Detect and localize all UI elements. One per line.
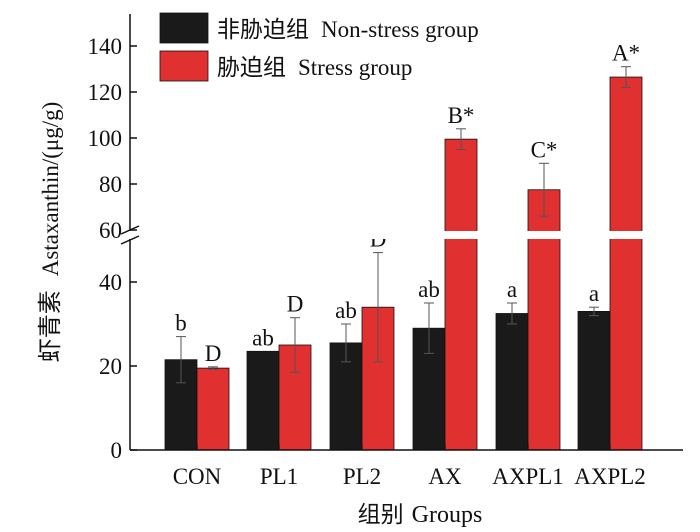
bar-stress-ax <box>444 138 478 451</box>
legend-label-stress: 胁迫组 Stress group <box>217 55 412 81</box>
y-tick-label-20: 20 <box>99 354 122 379</box>
sig-label-non-stress-axpl2: a <box>589 281 599 306</box>
sig-label-non-stress-con: b <box>175 311 187 336</box>
error-bar-non-stress-ax <box>424 302 434 354</box>
bar-non-stress-axpl2 <box>577 310 611 451</box>
y-tick-label-140: 140 <box>88 34 123 59</box>
y-tick-label-40: 40 <box>99 270 122 295</box>
error-bar-non-stress-pl2 <box>341 323 351 363</box>
bar-stress-axpl2 <box>609 76 643 451</box>
legend-swatch-non-stress <box>159 12 209 44</box>
y-tick-label-60: 60 <box>99 218 122 243</box>
significance-labels-layer: b ab ab ab a a D D D B* C* A* <box>175 41 640 366</box>
bar-non-stress-pl1 <box>246 350 280 451</box>
sig-label-stress-pl1: D <box>287 292 304 317</box>
sig-label-stress-axpl1: C* <box>531 137 558 162</box>
error-bar-stress-axpl2 <box>621 66 631 88</box>
sig-label-stress-con: D <box>205 341 222 366</box>
error-bar-stress-pl1 <box>290 317 300 373</box>
legend-label-non-stress: 非胁迫组 Non-stress group <box>217 17 479 43</box>
sig-label-stress-pl2: D <box>370 227 387 252</box>
axes-layer: 0 20 40 60 80 100 120 140 CON PL1 PL2 AX AXPL1 AXPL2 <box>88 14 685 489</box>
sig-label-non-stress-pl2: ab <box>335 298 357 323</box>
legend: 非胁迫组 Non-stress group 胁迫组 Stress group <box>159 12 479 82</box>
bar-stress-pl1 <box>278 344 312 451</box>
sig-label-non-stress-ax: ab <box>418 277 440 302</box>
sig-label-non-stress-axpl1: a <box>507 277 517 302</box>
error-bar-stress-axpl1 <box>539 162 549 217</box>
error-bar-non-stress-axpl1 <box>507 302 517 325</box>
x-tick-label-axpl2: AXPL2 <box>574 464 646 489</box>
bar-stress-axpl1 <box>527 189 561 451</box>
axis-break-gap <box>118 231 685 239</box>
error-bar-non-stress-axpl2 <box>589 306 599 317</box>
x-tick-label-pl2: PL2 <box>343 464 381 489</box>
y-axis-title: 虾青素Astaxanthin/(μg/g) <box>36 102 64 363</box>
sig-label-stress-axpl2: A* <box>612 41 640 66</box>
axis-titles: 组别 Groups 虾青素Astaxanthin/(μg/g) <box>36 102 482 528</box>
x-tick-label-ax: AX <box>428 464 462 489</box>
bars-layer <box>164 76 643 451</box>
y-tick-label-100: 100 <box>88 126 123 151</box>
y-tick-label-120: 120 <box>88 80 123 105</box>
sig-label-stress-ax: B* <box>448 103 475 128</box>
legend-swatch-stress <box>159 50 209 82</box>
y-tick-label-0: 0 <box>111 438 123 463</box>
legend-item-non-stress: 非胁迫组 Non-stress group <box>159 12 479 44</box>
error-bar-stress-con <box>208 366 218 370</box>
x-axis-title: 组别 Groups <box>358 502 483 528</box>
sig-label-non-stress-pl1: ab <box>252 325 274 350</box>
x-tick-label-con: CON <box>173 464 222 489</box>
bar-non-stress-axpl1 <box>495 313 529 451</box>
axis-break-mark-bottom <box>120 235 140 245</box>
bar-stress-con <box>196 367 230 451</box>
x-tick-label-pl1: PL1 <box>260 464 298 489</box>
error-bar-non-stress-con <box>176 336 186 384</box>
x-tick-label-axpl1: AXPL1 <box>492 464 564 489</box>
error-bar-stress-pl2 <box>373 252 383 363</box>
error-bar-stress-ax <box>456 128 466 150</box>
error-bars-layer <box>176 66 631 384</box>
legend-item-stress: 胁迫组 Stress group <box>159 50 412 82</box>
y-tick-label-80: 80 <box>99 172 122 197</box>
